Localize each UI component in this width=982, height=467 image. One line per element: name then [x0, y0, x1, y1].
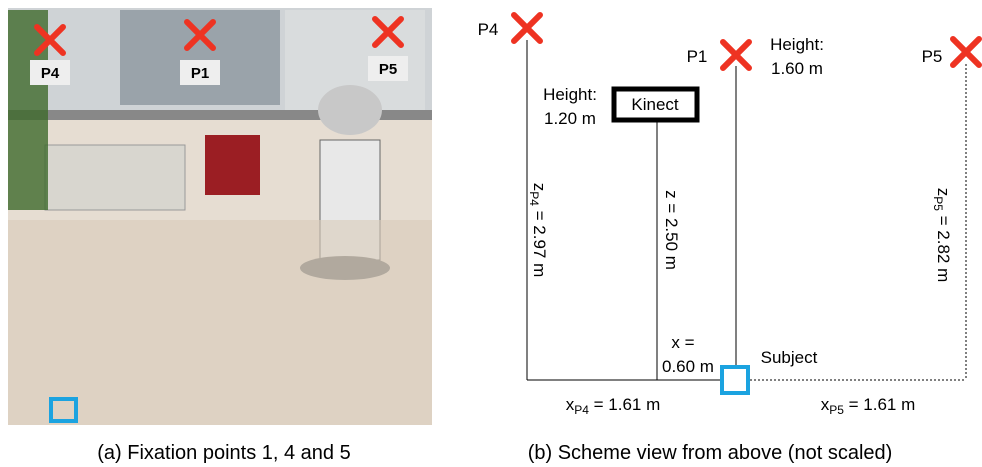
caption: (b) Scheme view from above (not scaled) [528, 442, 893, 464]
height-label: 1.20 m [544, 109, 596, 128]
point-label: P1 [687, 47, 708, 66]
distance-label: zP5 = 2.82 m [931, 188, 953, 283]
distance-label: xP4 = 1.61 m [566, 395, 661, 417]
subscript: P4 [574, 403, 589, 417]
page: P4 P1 P5 (a) Fixation points 1, 4 and 5 … [0, 0, 982, 467]
subscript: P5 [931, 196, 945, 211]
symbol: z [530, 183, 549, 192]
distance-label: 0.60 m [662, 357, 714, 376]
caption: (a) Fixation points 1, 4 and 5 [97, 442, 350, 464]
subject-label: Subject [761, 348, 818, 367]
distance-label: zP4 = 2.97 m [527, 183, 549, 278]
value: = 2.97 m [530, 206, 549, 277]
photo-label: P1 [191, 65, 209, 82]
point-label: P4 [478, 20, 499, 39]
value: = 1.61 m [844, 395, 915, 414]
subscript: P5 [829, 403, 844, 417]
distance-label: z = 2.50 m [662, 190, 681, 270]
distance-label: xP5 = 1.61 m [821, 395, 916, 417]
value: = 2.82 m [934, 211, 953, 282]
height-label: Height: [770, 35, 824, 54]
photo-label: P5 [379, 61, 397, 78]
kinect-label: Kinect [631, 95, 679, 114]
photo-label: P4 [41, 65, 60, 82]
subscript: P4 [527, 191, 541, 206]
point-label: P5 [922, 47, 943, 66]
photo: P4 P1 P5 [8, 8, 432, 425]
figure: P4 P1 P5 (a) Fixation points 1, 4 and 5 … [0, 0, 982, 467]
value: = 1.61 m [589, 395, 660, 414]
symbol: z [934, 188, 953, 197]
height-label: 1.60 m [771, 59, 823, 78]
distance-label: x = [671, 333, 694, 352]
height-label: Height: [543, 85, 597, 104]
